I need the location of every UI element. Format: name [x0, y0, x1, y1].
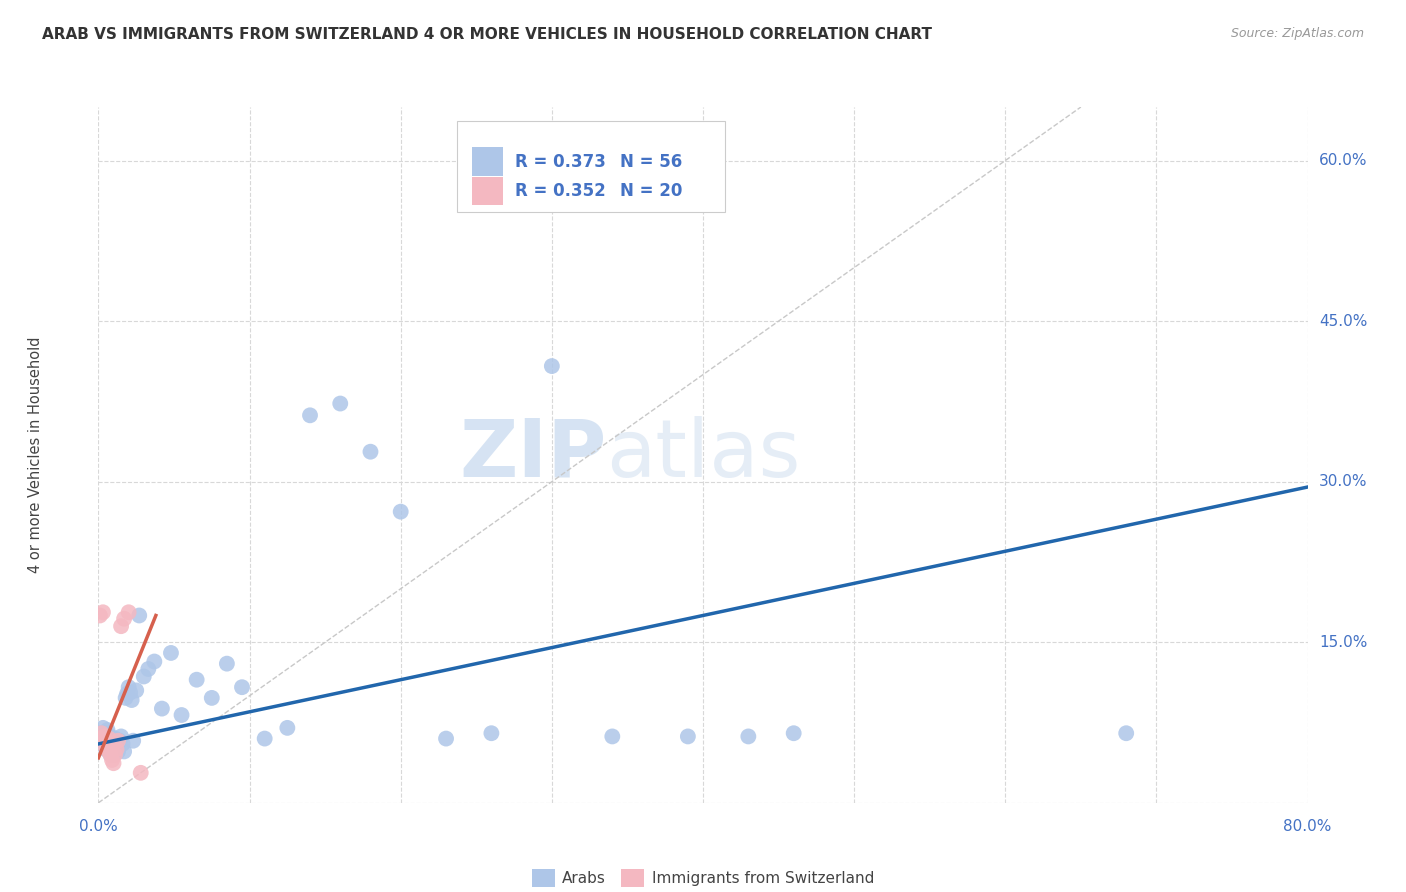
Point [143, 655, 166, 669]
Point [360, 444, 382, 458]
Point [103, 737, 125, 751]
Point [98, 744, 121, 758]
Text: atlas: atlas [606, 416, 800, 494]
Point [91, 737, 114, 751]
Point [111, 737, 134, 751]
Point [110, 619, 132, 633]
Text: Source: ZipAtlas.com: Source: ZipAtlas.com [1230, 27, 1364, 40]
Point [114, 690, 136, 705]
Point [132, 669, 155, 683]
Point [101, 731, 124, 746]
Point [94, 737, 117, 751]
Point [89, 608, 111, 623]
Text: ZIP: ZIP [458, 416, 606, 494]
Point [104, 731, 127, 746]
Point [90, 726, 112, 740]
Point [96, 737, 118, 751]
Point [125, 683, 148, 698]
Point [94, 726, 117, 740]
Point [122, 733, 145, 747]
Point [676, 730, 699, 744]
Point [93, 731, 115, 746]
Point [481, 726, 503, 740]
Text: 15.0%: 15.0% [1319, 635, 1367, 649]
Point [101, 753, 124, 767]
Point [540, 359, 562, 373]
Text: N = 56: N = 56 [620, 153, 682, 170]
Point [107, 744, 129, 758]
Point [105, 740, 128, 755]
Point [90, 731, 112, 746]
Point [136, 662, 159, 676]
Point [108, 733, 131, 747]
Text: R = 0.352: R = 0.352 [515, 182, 606, 200]
Point [602, 730, 624, 744]
Point [112, 612, 135, 626]
Point [96, 742, 118, 756]
Point [107, 733, 129, 747]
Point [98, 744, 121, 758]
Point [115, 687, 138, 701]
Point [105, 742, 128, 756]
Point [253, 731, 276, 746]
Point [129, 765, 152, 780]
Text: 80.0%: 80.0% [1284, 819, 1331, 834]
Point [215, 657, 238, 671]
Point [89, 726, 111, 740]
Point [329, 396, 352, 410]
Point [103, 756, 125, 771]
Text: N = 20: N = 20 [620, 182, 682, 200]
Point [118, 680, 141, 694]
Point [100, 730, 122, 744]
Point [782, 726, 804, 740]
Point [434, 731, 457, 746]
Point [103, 747, 125, 762]
Text: 4 or more Vehicles in Household: 4 or more Vehicles in Household [28, 336, 42, 574]
Point [150, 701, 173, 715]
Text: R = 0.373: R = 0.373 [515, 153, 606, 170]
Point [121, 693, 143, 707]
Point [91, 737, 114, 751]
Point [276, 721, 298, 735]
Text: ARAB VS IMMIGRANTS FROM SWITZERLAND 4 OR MORE VEHICLES IN HOUSEHOLD CORRELATION : ARAB VS IMMIGRANTS FROM SWITZERLAND 4 OR… [42, 27, 932, 42]
Point [120, 685, 142, 699]
Point [170, 708, 193, 723]
Point [110, 730, 132, 744]
Point [186, 673, 208, 687]
Point [91, 721, 114, 735]
Text: 30.0%: 30.0% [1319, 475, 1367, 489]
Point [100, 747, 122, 762]
Point [94, 742, 117, 756]
Text: 60.0%: 60.0% [1319, 153, 1367, 168]
Point [98, 733, 121, 747]
Point [160, 646, 183, 660]
Legend: Arabs, Immigrants from Switzerland: Arabs, Immigrants from Switzerland [526, 863, 880, 892]
Point [118, 605, 141, 619]
Point [737, 730, 759, 744]
Point [96, 723, 118, 737]
Point [91, 605, 114, 619]
Point [128, 608, 150, 623]
Text: 45.0%: 45.0% [1319, 314, 1367, 328]
Point [299, 409, 322, 423]
Point [93, 730, 115, 744]
Point [104, 747, 127, 762]
Point [100, 747, 122, 762]
Point [231, 680, 253, 694]
Point [112, 744, 135, 758]
Text: 0.0%: 0.0% [79, 819, 118, 834]
Point [1115, 726, 1137, 740]
Point [389, 505, 412, 519]
Point [98, 731, 121, 746]
Point [89, 731, 111, 746]
Point [201, 690, 224, 705]
Point [101, 742, 124, 756]
